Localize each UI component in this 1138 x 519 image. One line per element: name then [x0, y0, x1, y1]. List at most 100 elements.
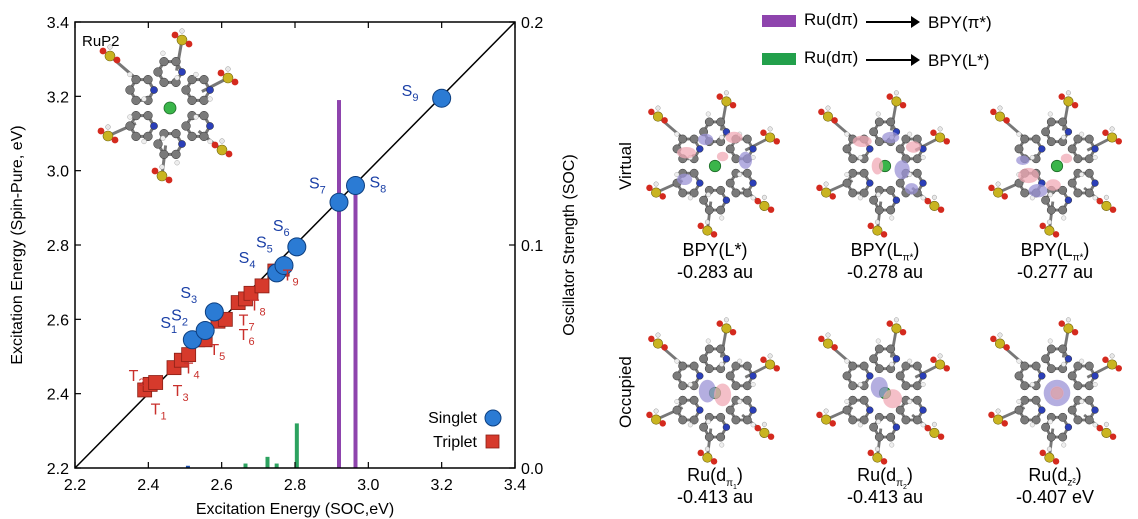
carbon-atom [187, 131, 197, 142]
hydrogen-atom [704, 446, 710, 452]
carbon-atom [842, 178, 852, 188]
legend-singlet-marker [484, 409, 502, 427]
carbon-atom [159, 56, 169, 67]
hydrogen-atom [823, 408, 829, 414]
singlet-point [204, 302, 224, 322]
hydrogen-atom [737, 358, 743, 364]
singlet-point [182, 330, 202, 350]
triplet-point [243, 285, 259, 301]
phosphorus-atom [1107, 132, 1118, 143]
carbon-atom [1067, 144, 1077, 154]
singlet-label: S7 [309, 175, 326, 196]
orbital-lobe [716, 151, 729, 162]
oxygen-atom [1071, 328, 1079, 336]
phosphorus-atom [102, 130, 114, 142]
carbon-atom [895, 371, 905, 381]
x-tick-label: 2.2 [64, 477, 86, 494]
oxygen-atom [1003, 344, 1010, 351]
oxygen-atom [1109, 206, 1117, 213]
nitrogen-atom [749, 179, 757, 187]
oxygen-atom [171, 31, 179, 39]
orbital-lobe [1060, 153, 1073, 164]
oxygen-atom [886, 320, 893, 327]
hydrogen-atom [920, 422, 926, 428]
ruthenium-atom [163, 101, 177, 115]
oxygen-atom [1102, 356, 1109, 363]
carbon-atom [689, 168, 699, 178]
carbon-atom [912, 381, 922, 391]
oxygen-atom [937, 433, 945, 440]
carbon-atom [171, 128, 181, 139]
carbon-atom [912, 168, 922, 178]
oxygen-atom [773, 138, 780, 145]
carbon-atom [886, 185, 896, 195]
hydrogen-atom [995, 181, 1001, 187]
hydrogen-atom [141, 96, 147, 102]
phosphorus-atom [759, 427, 770, 438]
singlet-point [195, 320, 215, 340]
carbon-atom [1058, 412, 1068, 422]
nitrogen-atom [1038, 145, 1046, 153]
carbon-atom [1041, 354, 1051, 364]
mo-energy-v2: -0.278 au [846, 262, 924, 282]
hydrogen-atom [889, 215, 895, 221]
carbon-atom [171, 149, 181, 160]
carbon-atom [1084, 415, 1094, 425]
hydrogen-atom [1046, 446, 1052, 452]
nitrogen-atom [178, 68, 186, 76]
carbon-atom [874, 117, 884, 127]
orbital-lobe [1016, 155, 1030, 166]
row-label-virtual: Virtual [616, 142, 635, 190]
carbon-atom [199, 95, 209, 106]
panel-label: RuP2 [82, 33, 120, 50]
hydrogen-atom [875, 111, 881, 117]
molecule-inset [97, 28, 239, 184]
singlet-point [287, 237, 307, 257]
hydrogen-atom [723, 90, 729, 96]
oscillator-bar [353, 178, 358, 468]
triplet-label: T4 [184, 361, 200, 382]
hydrogen-atom [674, 131, 680, 137]
hydrogen-atom [705, 192, 711, 198]
carbon-atom [125, 85, 135, 95]
mo-name-o3: Ru(dz²) [1028, 465, 1082, 489]
hydrogen-atom [767, 353, 773, 359]
hydrogen-atom [674, 172, 680, 178]
hydrogen-atom [1061, 215, 1067, 221]
oxygen-atom [1058, 93, 1065, 100]
nitrogen-atom [866, 406, 874, 414]
oxygen-atom [185, 40, 193, 48]
y-tick-label: 3.4 [47, 15, 69, 32]
oxygen-atom [831, 344, 838, 351]
legend-from-2: Ru(dπ) [804, 48, 859, 67]
hydrogen-atom [1079, 131, 1085, 137]
carbon-atom [1084, 188, 1094, 198]
nitrogen-atom [1064, 423, 1073, 431]
carbon-atom [1020, 134, 1030, 144]
oxygen-atom [760, 129, 767, 136]
orbital-lobe [1018, 167, 1039, 184]
oxygen-atom [646, 184, 653, 192]
mo-energy-o1: -0.413 au [676, 487, 754, 507]
carbon-atom [159, 149, 169, 160]
singlet-point [432, 88, 452, 108]
legend-to-1: BPY(π*) [928, 13, 992, 32]
axes: 2.2 2.4 2.6 2.8 3.0 3.2 3.4 2.2 2.4 2.6 2.8 3.0 3.2 3… [9, 15, 578, 518]
carbon-atom [742, 395, 752, 405]
hydrogen-atom [174, 75, 180, 81]
nitrogen-atom [866, 372, 874, 380]
oxygen-atom [937, 206, 945, 213]
nitrogen-atom [722, 196, 731, 204]
carbon-atom [704, 432, 714, 442]
singlet-point [329, 192, 349, 212]
carbon-atom [689, 134, 699, 144]
phosphorus-atom [872, 225, 883, 236]
carbon-atom [1067, 178, 1077, 188]
nitrogen-atom [722, 423, 731, 431]
molecule-structure [646, 317, 780, 465]
oxygen-atom [1115, 365, 1122, 372]
nitrogen-atom [206, 122, 214, 130]
chart-legend: Singlet Triplet [428, 409, 502, 451]
hydrogen-atom [750, 381, 756, 387]
legend-triplet-label: Triplet [433, 434, 477, 451]
